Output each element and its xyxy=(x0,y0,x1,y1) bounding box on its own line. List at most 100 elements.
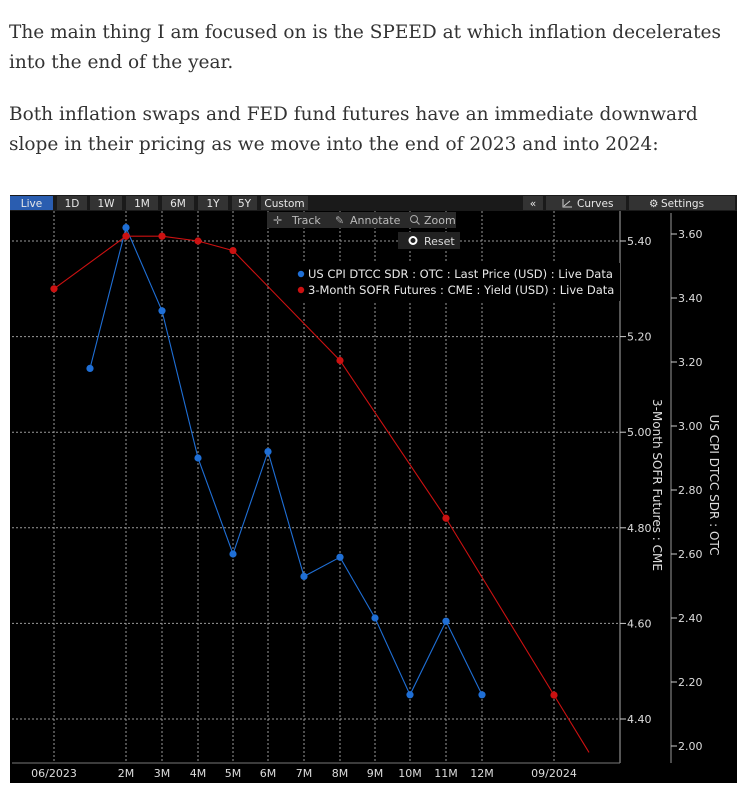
axis-layer: 5.40 5.20 5.00 4.80 4.60 4.40 3.60 3.40 3.20 3.00… xyxy=(12,211,721,780)
x-tick-label: 2M xyxy=(118,767,135,780)
annotate-label: Annotate xyxy=(350,214,401,227)
zoom-icon xyxy=(410,215,418,223)
range-button-bg xyxy=(90,196,122,210)
range-button-label: 1W xyxy=(97,198,115,210)
gear-icon: ⚙ xyxy=(649,198,658,210)
range-button-bg xyxy=(198,196,228,210)
data-point-cpi xyxy=(229,550,237,558)
paragraph-speed-focus: The main thing I am focused on is the SP… xyxy=(9,22,721,73)
x-tick-label: 3M xyxy=(154,767,171,780)
cpi-tick-label: 2.80 xyxy=(678,484,703,497)
crosshair-icon: ✛ xyxy=(273,214,282,227)
collapse-button[interactable]: « xyxy=(523,196,543,210)
x-tick-label: 06/2023 xyxy=(31,767,77,780)
data-point-cpi xyxy=(336,553,344,561)
reset-label: Reset xyxy=(424,235,455,248)
track-tool[interactable]: ✛ Track xyxy=(273,214,321,227)
data-point-sofr xyxy=(158,232,166,240)
data-point-cpi xyxy=(86,364,94,372)
chart-toolbar: Live 1D 1W 1M 6M 1Y 5Y Custom « Curves ⚙ Settings ✛ T… xyxy=(10,195,737,249)
curves-label: Curves xyxy=(577,198,613,210)
collapse-glyph: « xyxy=(530,198,536,210)
legend-label-sofr: 3-Month SOFR Futures : CME : Yield (USD)… xyxy=(308,283,614,297)
sofr-axis-label: 3-Month SOFR Futures : CME xyxy=(650,399,664,571)
sofr-tick-label: 4.80 xyxy=(627,522,652,535)
zoom-icon-handle xyxy=(416,221,420,225)
x-tick-label: 8M xyxy=(332,767,349,780)
grid-layer xyxy=(12,211,620,763)
settings-label: Settings xyxy=(661,198,704,210)
pencil-icon: ✎ xyxy=(335,214,344,227)
legend-label-cpi: US CPI DTCC SDR : OTC : Last Price (USD)… xyxy=(308,267,613,281)
collapse-button-bg xyxy=(523,196,543,210)
range-button-5y[interactable]: 5Y xyxy=(232,196,257,210)
curves-icon xyxy=(562,199,572,208)
data-point-sofr xyxy=(194,237,202,245)
range-button-bg xyxy=(126,196,158,210)
data-point-cpi xyxy=(406,691,414,699)
sofr-tick-label: 4.60 xyxy=(627,617,652,630)
x-tick-label: 09/2024 xyxy=(531,767,577,780)
data-point-sofr xyxy=(122,232,130,240)
range-button-label: 1Y xyxy=(206,198,220,210)
data-point-sofr xyxy=(550,691,558,699)
data-point-cpi xyxy=(194,454,202,462)
x-tick-label: 9M xyxy=(367,767,384,780)
x-tick-label: 11M xyxy=(434,767,458,780)
range-button-6m[interactable]: 6M xyxy=(162,196,194,210)
range-button-label: 6M xyxy=(170,198,186,210)
sofr-tick-label: 5.40 xyxy=(627,235,652,248)
cpi-tick-label: 2.60 xyxy=(678,548,703,561)
track-label: Track xyxy=(291,214,321,227)
range-button-bg xyxy=(10,196,53,210)
data-point-sofr xyxy=(229,246,237,255)
chart-canvas: Live 1D 1W 1M 6M 1Y 5Y Custom « Curves ⚙ Settings ✛ T… xyxy=(10,195,737,780)
range-button-custom[interactable]: Custom xyxy=(261,196,308,210)
range-button-1w[interactable]: 1W xyxy=(90,196,122,210)
data-point-sofr xyxy=(50,285,58,293)
reset-button[interactable]: Reset xyxy=(398,232,460,249)
range-button-bg xyxy=(162,196,194,210)
range-button-1m[interactable]: 1M xyxy=(126,196,158,210)
series-line-sofr xyxy=(53,235,590,753)
zoom-label: Zoom xyxy=(424,214,456,227)
data-point-cpi xyxy=(442,617,450,625)
cpi-tick-label: 3.60 xyxy=(678,228,703,241)
reset-icon xyxy=(408,236,418,245)
cpi-tick-label: 3.20 xyxy=(678,356,703,369)
data-point-sofr xyxy=(336,356,344,365)
chart-legend: US CPI DTCC SDR : OTC : Last Price (USD)… xyxy=(292,263,620,301)
paragraph-downward-slope: Both inflation swaps and FED fund future… xyxy=(9,104,698,155)
cpi-tick-label: 3.40 xyxy=(678,292,703,305)
cpi-tick-label: 2.40 xyxy=(678,612,703,625)
cpi-tick-label: 2.00 xyxy=(678,740,703,753)
range-button-live[interactable]: Live xyxy=(10,196,53,210)
zoom-tool[interactable]: Zoom xyxy=(410,214,456,227)
bloomberg-chart-panel: Live 1D 1W 1M 6M 1Y 5Y Custom « Curves ⚙ Settings ✛ T… xyxy=(10,195,737,783)
settings-button[interactable]: ⚙ Settings xyxy=(629,196,735,210)
sofr-tick-label: 5.00 xyxy=(627,426,652,439)
range-button-label: 1D xyxy=(65,198,80,210)
cpi-tick-label: 3.00 xyxy=(678,420,703,433)
legend-swatch-sofr xyxy=(297,286,305,294)
data-point-cpi xyxy=(264,448,272,456)
data-point-sofr xyxy=(442,514,450,522)
curves-button[interactable]: Curves xyxy=(546,196,626,210)
sofr-tick-label: 4.40 xyxy=(627,713,652,726)
range-button-bg xyxy=(57,196,87,210)
range-button-1y[interactable]: 1Y xyxy=(198,196,228,210)
series-line-cpi xyxy=(89,225,483,697)
range-button-label: Live xyxy=(21,198,42,210)
range-button-label: 1M xyxy=(134,198,150,210)
legend-background xyxy=(292,263,620,301)
data-point-cpi xyxy=(122,224,130,232)
range-button-bg xyxy=(232,196,257,210)
annotate-tool[interactable]: ✎ Annotate xyxy=(335,214,401,227)
data-point-cpi xyxy=(371,614,379,622)
x-tick-label: 10M xyxy=(398,767,422,780)
range-button-1d[interactable]: 1D xyxy=(57,196,87,210)
range-button-label: Custom xyxy=(264,198,304,210)
x-tick-label: 7M xyxy=(296,767,313,780)
cpi-axis-label: US CPI DTCC SDR : OTC xyxy=(707,415,721,556)
data-point-cpi xyxy=(158,307,166,315)
